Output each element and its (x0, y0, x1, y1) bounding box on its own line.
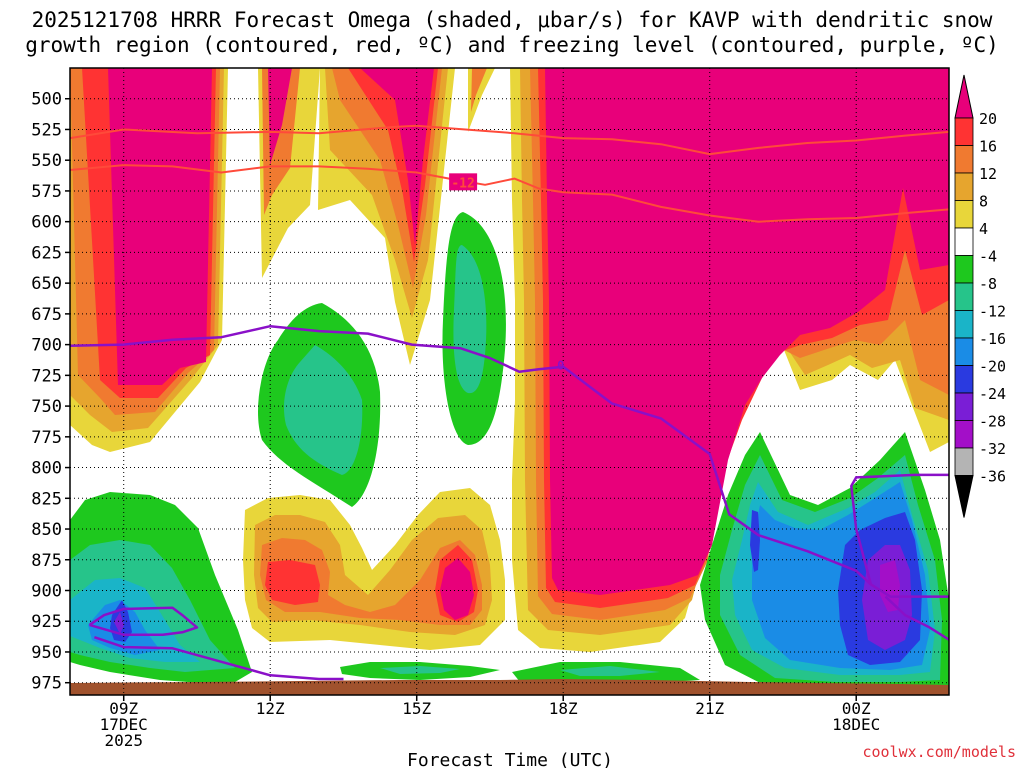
ground-terrain (70, 679, 949, 695)
site-credit: coolwx.com/models (862, 743, 1016, 761)
rise-low-level-20 (440, 558, 474, 620)
omega-shading (70, 68, 949, 695)
colorbar-label-11: -28 (979, 413, 1006, 431)
colorbar-top-triangle (954, 74, 974, 119)
sink-streak-22z-20 (750, 510, 760, 572)
y-tick-label-500: 500 (31, 90, 62, 110)
y-tick-label-900: 900 (31, 582, 62, 602)
colorbar-label-10: -24 (979, 385, 1006, 403)
y-tick-label-875: 875 (31, 551, 62, 571)
sink-region-left-24 (114, 612, 124, 634)
rise-spike-12z-20 (268, 68, 292, 165)
sink-region-right-28 (880, 560, 900, 612)
colorbar-label-0: 20 (979, 110, 997, 128)
y-tick-label-825: 825 (31, 489, 62, 509)
freezing-level-contour-main (70, 324, 949, 598)
y-tick-label-525: 525 (31, 120, 62, 140)
sink-blob-16z-8 (453, 245, 487, 394)
colorbar-bin-4 (954, 200, 974, 229)
colorbar-label-3: 8 (979, 193, 988, 211)
colorbar: 20 16 12 8 4 -4 -8 -12 -16 -20 -24 -28 -32 -36 (954, 74, 1006, 518)
plot-frame (69, 67, 950, 696)
colorbar-bin-7 (954, 282, 974, 311)
freezing-level-contour-se (884, 595, 949, 641)
colorbar-bin-13 (954, 447, 974, 476)
colorbar-bin-2 (954, 145, 974, 174)
colorbar-bottom-triangle (954, 475, 974, 518)
y-tick-label-575: 575 (31, 182, 62, 202)
colorbar-label-1: 16 (979, 138, 997, 156)
rise-low-level-12 (260, 538, 482, 625)
colorbar-bin-12 (954, 420, 974, 449)
y-tick-label-800: 800 (31, 459, 62, 479)
colorbar-bin-5 (954, 227, 974, 256)
y-tick-label-950: 950 (31, 643, 62, 663)
colorbar-bin-3 (954, 172, 974, 201)
y-tick-label-925: 925 (31, 612, 62, 632)
y-tick-label-600: 600 (31, 213, 62, 233)
colorbar-bin-8 (954, 310, 974, 339)
x-tick-label-21-0: 21Z (695, 699, 724, 718)
contour-lines: -12 0 (70, 124, 949, 681)
rise-region-left-20 (108, 68, 212, 385)
sink-blob-13z-8 (283, 345, 363, 475)
colorbar-label-8: -16 (979, 330, 1006, 348)
x-tick-label-9-1: 17DEC (100, 715, 148, 734)
rise-low-level-16 (265, 560, 320, 605)
x-tick-label-18-0: 18Z (549, 699, 578, 718)
freezing-level-contour-sw (88, 606, 199, 637)
colorbar-bin-9 (954, 337, 974, 366)
y-tick-label-725: 725 (31, 366, 62, 386)
freezing-level-contour-label: 0 (557, 358, 564, 372)
snow-growth-contour-label: -12 (451, 176, 474, 191)
snow-growth-contour-upper (70, 124, 949, 156)
colorbar-label-7: -12 (979, 303, 1006, 321)
colorbar-label-6: -8 (979, 275, 997, 293)
colorbar-label-2: 12 (979, 165, 997, 183)
y-tick-label-650: 650 (31, 274, 62, 294)
rise-region-center-20 (545, 68, 949, 595)
snow-growth-label-bg (449, 173, 478, 191)
y-tick-label-675: 675 (31, 305, 62, 325)
colorbar-bin-1 (954, 117, 974, 146)
colorbar-bin-10 (954, 365, 974, 394)
y-tick-label-975: 975 (31, 674, 62, 694)
x-tick-label-15-0: 15Z (402, 699, 431, 718)
y-axis: 500 525 550 575 600 625 650 675 700 725 750 775 800 8… (31, 90, 70, 694)
y-tick-label-750: 750 (31, 397, 62, 417)
sink-strip-19z-8 (560, 666, 660, 676)
snow-growth-contour-lower (70, 164, 949, 223)
colorbar-label-9: -20 (979, 358, 1006, 376)
rise-v-region-20 (348, 68, 434, 245)
rise-spike-16z-12 (471, 68, 487, 112)
chart-title-line2: growth region (contoured, red, ºC) and f… (25, 33, 999, 57)
y-tick-label-625: 625 (31, 243, 62, 263)
grid-lines (70, 68, 949, 695)
x-tick-label-24-0: 00Z (842, 699, 871, 718)
x-axis-title: Forecast Time (UTC) (407, 750, 613, 768)
y-tick-label-775: 775 (31, 428, 62, 448)
colorbar-bin-6 (954, 255, 974, 284)
freezing-level-contour-east (850, 473, 949, 585)
x-tick-label-24-1: 18DEC (832, 715, 880, 734)
colorbar-label-4: 4 (979, 220, 988, 238)
colorbar-bin-11 (954, 392, 974, 421)
x-tick-label-9-0: 09Z (109, 699, 138, 718)
y-tick-label-550: 550 (31, 151, 62, 171)
colorbar-label-5: -4 (979, 248, 997, 266)
sink-strip-14z-8 (380, 666, 460, 674)
freezing-level-contour-sw2 (93, 636, 344, 681)
y-tick-label-850: 850 (31, 520, 62, 540)
x-tick-label-9-2: 2025 (104, 731, 143, 750)
x-tick-label-12-0: 12Z (256, 699, 285, 718)
colorbar-label-12: -32 (979, 440, 1006, 458)
colorbar-label-13: -36 (979, 468, 1006, 486)
chart-title-line1: 2025121708 HRRR Forecast Omega (shaded, … (31, 8, 993, 32)
y-tick-label-700: 700 (31, 336, 62, 356)
